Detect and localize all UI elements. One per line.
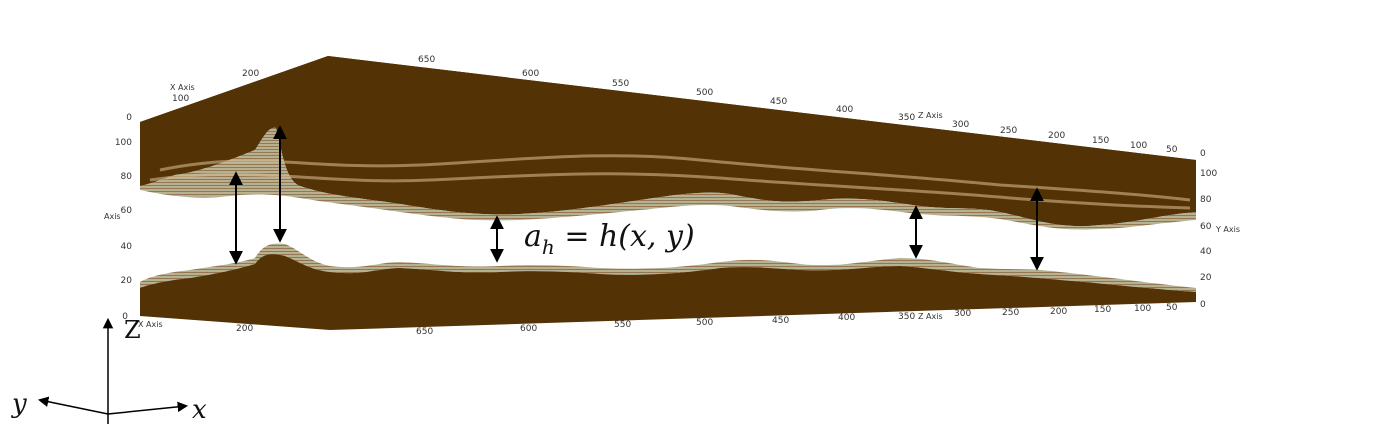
right-y-tick-1: 100 [1200, 169, 1217, 179]
top-x-tick-1: 100 [172, 94, 189, 104]
y-direction-label: y [11, 389, 27, 419]
lower-rock-block [140, 243, 1196, 330]
bottom-z-tick-4: 450 [772, 316, 789, 326]
bottom-z-tick-0: 650 [416, 327, 433, 337]
upper-block-front-face [140, 56, 1196, 227]
bottom-x-tick-0: 200 [236, 324, 253, 334]
top-z-tick-0: 650 [418, 55, 435, 65]
left-y-tick-4: 40 [121, 242, 133, 252]
x-axis-title-top: X Axis [170, 83, 195, 92]
upper-fracture-texture [149, 154, 1191, 210]
bottom-z-tick-3: 500 [696, 318, 713, 328]
top-z-tick-3: 500 [696, 88, 713, 98]
left-y-tick-1: 100 [115, 138, 132, 148]
z-axis-title-top: Z Axis [918, 111, 943, 120]
top-z-tick-10: 150 [1092, 136, 1109, 146]
bottom-z-tick-2: 550 [614, 320, 631, 330]
aperture-arrows [229, 125, 1044, 271]
top-z-tick-5: 400 [836, 105, 853, 115]
right-y-tick-2: 80 [1200, 195, 1212, 205]
x-axis-title-bottom: X Axis [138, 320, 163, 329]
bottom-z-tick-10: 150 [1094, 305, 1111, 315]
left-y-tick-6: 0 [122, 312, 128, 322]
bottom-z-tick-5: 400 [838, 313, 855, 323]
top-z-tick-6: 350 [898, 113, 915, 123]
x-direction-arrow [107, 401, 189, 415]
left-y-tick-3: 60 [121, 206, 133, 216]
bottom-x-tick-labels: 200 [236, 324, 253, 334]
bottom-z-tick-7: 300 [954, 309, 971, 319]
right-y-tick-3: 60 [1200, 222, 1212, 232]
z-direction-label: Z [124, 316, 141, 344]
bottom-z-tick-9: 200 [1050, 307, 1067, 317]
right-y-tick-labels: 0 100 80 60 40 20 0 [1200, 149, 1217, 310]
right-y-tick-0: 0 [1200, 149, 1206, 159]
bottom-z-tick-12: 50 [1166, 303, 1178, 313]
lower-fracture-surface [140, 243, 1196, 292]
coordinate-frame: Z y x [11, 316, 207, 425]
lower-block-front-face [140, 254, 1196, 330]
bottom-z-tick-8: 250 [1002, 308, 1019, 318]
top-z-tick-8: 250 [1000, 126, 1017, 136]
left-y-tick-2: 80 [121, 172, 133, 182]
bottom-z-tick-labels: 650 600 550 500 450 400 350 300 250 200 150 100 50 [416, 303, 1178, 337]
y-axis-title-right: Y Axis [1215, 225, 1240, 234]
top-z-tick-11: 100 [1130, 141, 1147, 151]
top-z-tick-7: 300 [952, 120, 969, 130]
top-z-tick-labels: 650 600 550 500 450 400 350 300 250 200 150 100 50 [418, 55, 1178, 155]
x-direction-label: x [192, 395, 207, 425]
bottom-z-tick-6: 350 [898, 312, 915, 322]
z-axis-title-bottom: Z Axis [918, 312, 943, 321]
top-z-tick-4: 450 [770, 97, 787, 107]
y-axis-title-left: Axis [104, 212, 121, 221]
top-z-tick-1: 600 [522, 69, 539, 79]
left-y-tick-0: 0 [126, 113, 132, 123]
left-y-tick-labels: 0 100 80 60 40 20 0 [115, 113, 132, 322]
bottom-z-tick-11: 100 [1134, 304, 1151, 314]
top-z-tick-9: 200 [1048, 131, 1065, 141]
aperture-equation: ah = h(x, y) [524, 219, 695, 259]
bottom-z-tick-1: 600 [520, 324, 537, 334]
right-y-tick-6: 0 [1200, 300, 1206, 310]
right-y-tick-4: 40 [1200, 247, 1212, 257]
left-y-tick-5: 20 [121, 276, 133, 286]
top-x-tick-0: 200 [242, 69, 259, 79]
right-y-tick-5: 20 [1200, 273, 1212, 283]
upper-rock-block [140, 56, 1196, 230]
top-x-tick-labels: 200 100 [172, 69, 259, 104]
y-direction-arrow [37, 396, 109, 415]
top-z-tick-12: 50 [1166, 145, 1178, 155]
top-z-tick-2: 550 [612, 79, 629, 89]
